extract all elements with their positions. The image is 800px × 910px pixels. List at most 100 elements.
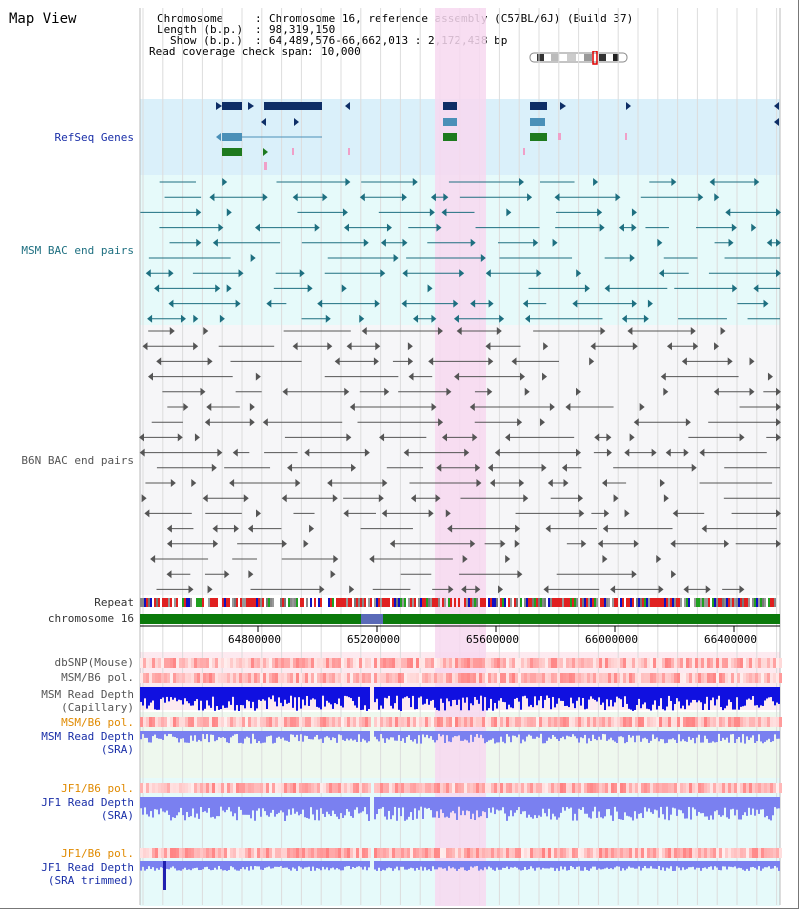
jf1-depth-bar	[260, 797, 262, 817]
jf1-b6-pol-cell	[173, 848, 176, 858]
jf1-b6-pol-cell	[359, 783, 362, 793]
jf1-depth-trim-bar	[756, 861, 758, 870]
msm-depth-cap-bar	[428, 687, 430, 705]
msm-b6-pol-cell	[203, 717, 206, 727]
jf1-depth-bar	[730, 797, 732, 810]
msm-depth-cap-bar	[180, 687, 182, 701]
repeat-block	[748, 598, 750, 607]
msm-depth-sra-bar	[460, 731, 462, 741]
msm-b6-pol-cell	[227, 717, 230, 727]
b6n-bac-pair-end	[749, 387, 755, 396]
jf1-depth-trim-bar	[172, 861, 174, 867]
dbsnp-cell	[446, 658, 449, 668]
refseq-arrow	[248, 102, 254, 110]
dbsnp-cell	[647, 658, 650, 668]
msm-depth-sra-bar	[608, 731, 610, 740]
jf1-depth-bar	[368, 797, 370, 821]
jf1-b6-pol-cell	[737, 783, 740, 793]
msm-b6-pol-cell	[647, 673, 650, 683]
msm-b6-pol-cell	[320, 717, 323, 727]
b6n-bac-pair-end	[166, 570, 172, 579]
msm-depth-cap-bar	[496, 687, 498, 709]
msm-b6-pol-cell	[611, 673, 614, 683]
jf1-depth-bar	[466, 797, 468, 811]
msm-depth-sra-bar	[504, 731, 506, 744]
b6n-bac-pair-end	[447, 524, 453, 533]
msm-bac-pair-end	[499, 314, 505, 323]
jf1-b6-pol-cell	[524, 848, 527, 858]
msm-depth-sra-bar	[640, 731, 642, 742]
msm-depth-sra-bar	[540, 731, 542, 734]
jf1-b6-pol-cell	[338, 848, 341, 858]
b6n-bac-pair-end	[666, 342, 672, 351]
jf1-depth-bar	[336, 797, 338, 817]
b6n-bac-pair-end	[369, 555, 375, 563]
jf1-b6-pol-cell	[677, 783, 680, 793]
dbsnp-cell	[773, 658, 776, 668]
msm-b6-pol-cell	[152, 673, 155, 683]
jf1-depth-trim-bar	[492, 861, 494, 870]
jf1-depth-bar	[696, 797, 698, 816]
msm-depth-sra-bar	[730, 731, 732, 735]
repeat-block	[542, 598, 544, 607]
dbsnp-cell	[365, 658, 368, 668]
jf1-depth-bar	[772, 797, 774, 816]
jf1-depth-bar	[530, 797, 532, 818]
msm-depth-cap-bar	[346, 687, 348, 697]
msm-depth-cap-bar	[170, 687, 172, 698]
dbsnp-cell	[248, 658, 251, 668]
page-title: Map View	[9, 11, 77, 27]
b6n-bac-pair-end	[613, 494, 619, 503]
repeat-block	[768, 598, 770, 607]
repeat-block	[716, 598, 718, 607]
b6n-bac-pair-end	[445, 509, 451, 518]
msm-b6-pol-cell	[425, 673, 428, 683]
msm-b6-pol-cell	[569, 673, 572, 683]
msm-depth-cap-bar	[318, 687, 320, 708]
msm-depth-sra-bar	[522, 731, 524, 740]
jf1-depth-bar	[744, 797, 746, 813]
msm-b6-pol-cell	[368, 673, 371, 683]
repeat-block	[700, 598, 702, 607]
jf1-depth-bar	[308, 797, 310, 819]
jf1-b6-pol-cell	[170, 848, 173, 858]
msm-depth-sra-bar	[148, 731, 150, 743]
jf1-depth-trim-bar	[514, 861, 516, 867]
b6n-bac-pair-end	[485, 342, 491, 351]
jf1-depth-bar	[182, 797, 184, 816]
msm-b6-pol-cell	[488, 717, 491, 727]
msm-b6-pol-cell	[473, 717, 476, 727]
msm-depth-cap-bar	[380, 687, 382, 706]
dbsnp-cell	[779, 658, 782, 668]
b6n-bac-pair-end	[519, 372, 525, 381]
dbsnp-cell	[434, 658, 437, 668]
jf1-depth-trim-bar	[322, 861, 324, 867]
repeat-block	[678, 598, 680, 607]
jf1-depth-trim-bar	[376, 861, 378, 871]
jf1-b6-pol-cell	[176, 783, 179, 793]
msm-bac-pair-end	[235, 299, 241, 308]
repeat-block	[614, 598, 616, 607]
msm-depth-cap-bar	[650, 687, 652, 711]
msm-b6-pol-cell	[779, 717, 782, 727]
dbsnp-cell	[596, 658, 599, 668]
msm-depth-cap-bar	[238, 687, 240, 711]
msm-b6-pol-cell	[458, 673, 461, 683]
msm-b6-pol-cell	[332, 717, 335, 727]
jf1-b6-pol-cell	[581, 783, 584, 793]
msm-depth-cap-bar	[616, 687, 618, 697]
refseq-arrow	[626, 102, 631, 110]
jf1-b6-pol-cell	[533, 848, 536, 858]
msm-b6-pol-cell	[734, 717, 737, 727]
jf1-depth-bar	[228, 797, 230, 808]
jf1-b6-pol-cell	[188, 848, 191, 858]
jf1-depth-bar	[256, 797, 258, 811]
repeat-block	[338, 598, 340, 607]
jf1-depth-trim-bar	[726, 861, 728, 870]
msm-b6-pol-cell	[770, 673, 773, 683]
msm-b6-pol-cell	[746, 673, 749, 683]
msm-depth-sra-bar	[278, 731, 280, 737]
jf1-b6-pol-cell	[476, 783, 479, 793]
b6n-bac-pair-end	[382, 479, 388, 487]
